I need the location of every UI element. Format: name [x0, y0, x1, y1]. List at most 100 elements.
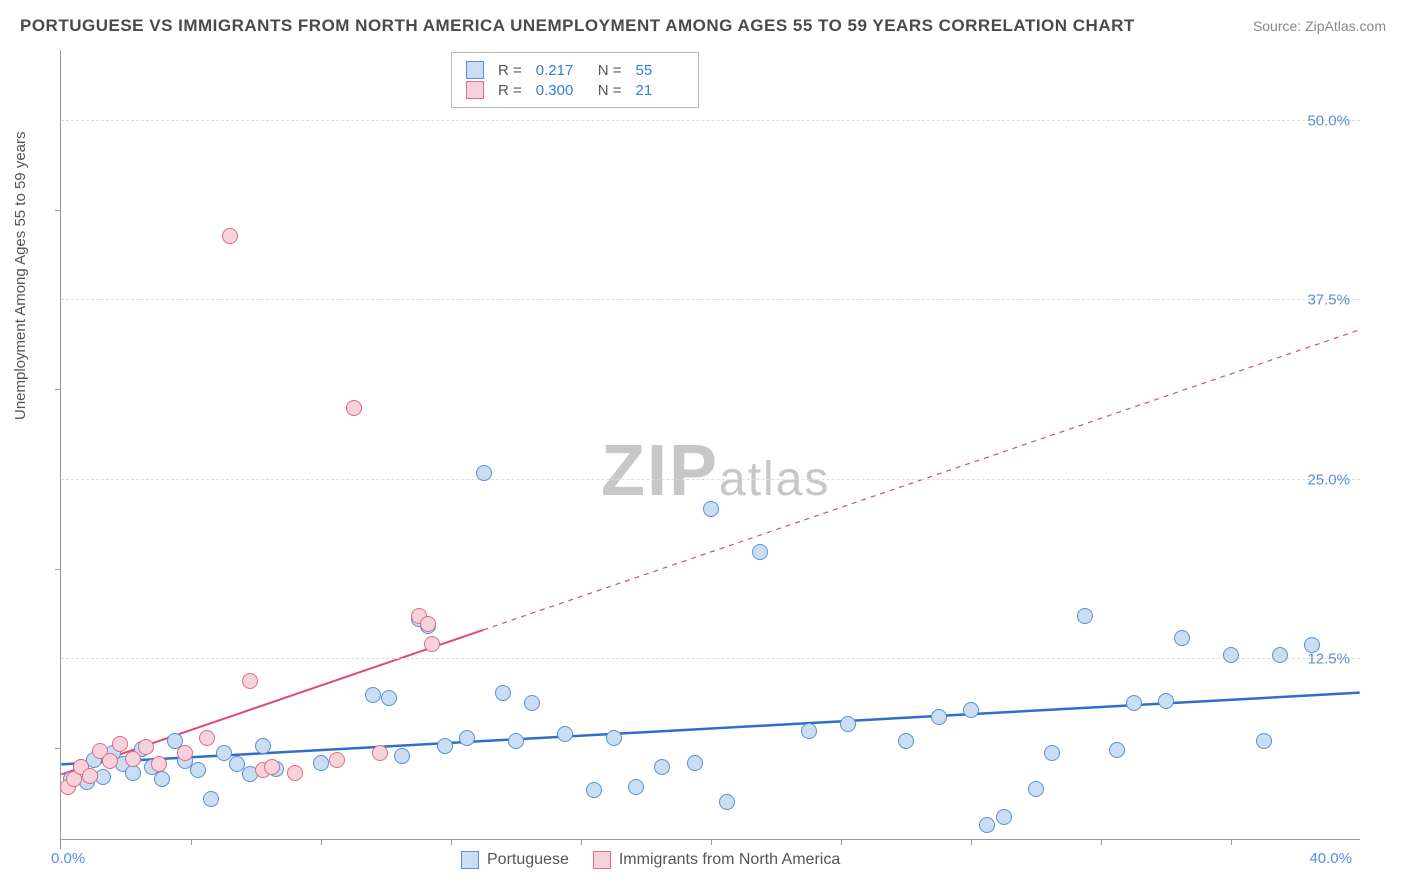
data-point [199, 730, 215, 746]
data-point [82, 768, 98, 784]
chart-container: PORTUGUESE VS IMMIGRANTS FROM NORTH AMER… [0, 0, 1406, 892]
data-point [372, 745, 388, 761]
data-point [255, 738, 271, 754]
data-point [420, 616, 436, 632]
data-point [459, 730, 475, 746]
x-minor-tick [711, 839, 712, 845]
chart-title: PORTUGUESE VS IMMIGRANTS FROM NORTH AMER… [20, 16, 1135, 36]
r-label: R = [498, 82, 522, 99]
data-point [287, 765, 303, 781]
y-minor-tick [55, 389, 61, 390]
data-point [606, 730, 622, 746]
data-point [557, 726, 573, 742]
data-point [190, 762, 206, 778]
data-point [840, 716, 856, 732]
data-point [476, 465, 492, 481]
grid-line [61, 658, 1360, 659]
n-label: N = [598, 62, 622, 79]
x-tick-max: 40.0% [1309, 850, 1352, 867]
data-point [1256, 733, 1272, 749]
data-point [1272, 647, 1288, 663]
x-minor-tick [841, 839, 842, 845]
data-point [329, 752, 345, 768]
legend-item: Portuguese [461, 851, 569, 869]
watermark-main: ZIP [601, 431, 719, 511]
data-point [1223, 647, 1239, 663]
data-point [1044, 745, 1060, 761]
y-tick-label: 12.5% [1307, 651, 1350, 668]
data-point [931, 709, 947, 725]
data-point [112, 736, 128, 752]
data-point [102, 753, 118, 769]
data-point [1304, 637, 1320, 653]
data-point [222, 228, 238, 244]
n-value: 55 [636, 62, 684, 79]
correlation-legend: R = 0.217 N = 55 R = 0.300 N = 21 [451, 52, 699, 108]
data-point [125, 765, 141, 781]
series-legend: Portuguese Immigrants from North America [461, 851, 840, 869]
r-value: 0.217 [536, 62, 584, 79]
legend-item: Immigrants from North America [593, 851, 840, 869]
n-label: N = [598, 82, 622, 99]
legend-label: Immigrants from North America [619, 851, 840, 869]
data-point [508, 733, 524, 749]
x-minor-tick [581, 839, 582, 845]
y-tick-label: 37.5% [1307, 292, 1350, 309]
legend-swatch [466, 61, 484, 79]
legend-swatch [593, 851, 611, 869]
data-point [203, 791, 219, 807]
n-value: 21 [636, 82, 684, 99]
data-point [719, 794, 735, 810]
data-point [242, 673, 258, 689]
grid-line [61, 120, 1360, 121]
data-point [346, 400, 362, 416]
data-point [313, 755, 329, 771]
r-label: R = [498, 62, 522, 79]
data-point [898, 733, 914, 749]
data-point [996, 809, 1012, 825]
y-axis-label: Unemployment Among Ages 55 to 59 years [12, 131, 29, 420]
grid-line [61, 299, 1360, 300]
y-minor-tick [55, 569, 61, 570]
data-point [177, 745, 193, 761]
data-point [1158, 693, 1174, 709]
legend-label: Portuguese [487, 851, 569, 869]
legend-row: R = 0.217 N = 55 [466, 61, 684, 79]
x-minor-tick [321, 839, 322, 845]
data-point [586, 782, 602, 798]
data-point [1028, 781, 1044, 797]
x-minor-tick [971, 839, 972, 845]
data-point [1174, 630, 1190, 646]
y-minor-tick [55, 748, 61, 749]
grid-line [61, 479, 1360, 480]
data-point [963, 702, 979, 718]
data-point [752, 544, 768, 560]
data-point [437, 738, 453, 754]
x-minor-tick [451, 839, 452, 845]
trend-line-solid [61, 630, 483, 775]
r-value: 0.300 [536, 82, 584, 99]
data-point [801, 723, 817, 739]
data-point [495, 685, 511, 701]
source-label: Source: [1253, 18, 1301, 34]
data-point [654, 759, 670, 775]
plot-area: 0.0% 40.0% ZIPatlas R =0.217N =55R =0.30… [60, 50, 1360, 840]
data-point [151, 756, 167, 772]
y-minor-tick [55, 210, 61, 211]
x-axis-origin-tick [60, 839, 61, 849]
data-point [703, 501, 719, 517]
watermark: ZIPatlas [601, 430, 830, 512]
x-tick-min: 0.0% [51, 850, 85, 867]
legend-swatch [461, 851, 479, 869]
data-point [424, 636, 440, 652]
data-point [381, 690, 397, 706]
y-tick-label: 25.0% [1307, 471, 1350, 488]
data-point [687, 755, 703, 771]
source-value: ZipAtlas.com [1305, 18, 1386, 34]
data-point [394, 748, 410, 764]
data-point [524, 695, 540, 711]
data-point [138, 739, 154, 755]
data-point [1109, 742, 1125, 758]
data-point [125, 751, 141, 767]
data-point [365, 687, 381, 703]
